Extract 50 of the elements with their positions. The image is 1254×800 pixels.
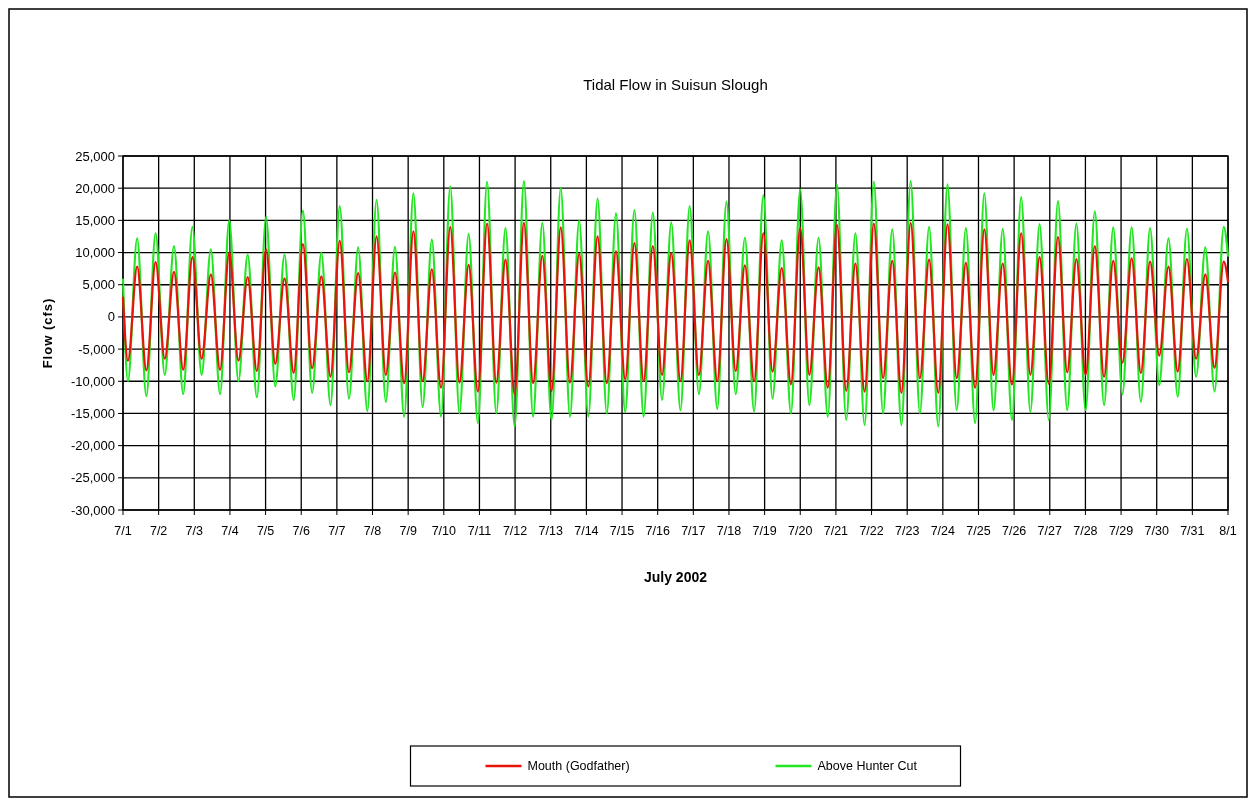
x-tick-label: 7/22 (859, 524, 884, 538)
x-tick-label: 7/5 (256, 524, 275, 538)
x-tick-label: 8/1 (1219, 524, 1237, 538)
x-tick-label: 7/23 (895, 524, 920, 538)
x-tick-label: 7/3 (185, 524, 204, 538)
y-tick-label: 5,000 (82, 277, 115, 293)
y-tick-label: -20,000 (70, 438, 115, 454)
x-tick-label: 7/17 (681, 524, 706, 538)
y-tick-label: -5,000 (78, 341, 115, 357)
x-tick-label: 7/24 (930, 524, 956, 538)
x-tick-label: 7/28 (1073, 524, 1098, 538)
y-tick-label: 20,000 (75, 180, 115, 196)
x-tick-label: 7/10 (431, 524, 457, 538)
x-tick-label: 7/31 (1180, 524, 1205, 538)
x-tick-label: 7/11 (467, 524, 492, 538)
x-tick-label: 7/30 (1144, 524, 1169, 538)
x-tick-label: 7/1 (114, 524, 132, 538)
y-tick-label: 0 (107, 309, 115, 325)
x-tick-label: 7/29 (1108, 524, 1134, 538)
x-tick-label: 7/15 (609, 524, 635, 538)
x-tick-label: 7/20 (788, 524, 813, 538)
y-tick-label: 25,000 (75, 148, 115, 164)
x-tick-label: 7/12 (502, 524, 528, 538)
x-tick-label: 7/26 (1001, 524, 1027, 538)
y-tick-label: -25,000 (70, 470, 115, 486)
x-tick-label: 7/9 (399, 524, 417, 538)
x-tick-label: 7/6 (292, 524, 310, 538)
x-tick-label: 7/14 (574, 524, 599, 538)
x-tick-label: 7/16 (645, 524, 670, 538)
chart-title: Tidal Flow in Suisun Slough (583, 76, 768, 93)
x-tick-label: 7/8 (363, 524, 382, 538)
x-axis-title: July 2002 (643, 569, 708, 585)
x-tick-label: 7/19 (752, 524, 777, 538)
y-tick-label: -30,000 (70, 502, 115, 518)
x-tick-label: 7/27 (1037, 524, 1062, 538)
y-tick-label: -10,000 (70, 373, 115, 389)
x-tick-label: 7/25 (966, 524, 991, 538)
y-tick-label: -15,000 (70, 406, 115, 421)
x-tick-label: 7/2 (149, 524, 168, 538)
y-tick-label: 10,000 (75, 245, 115, 261)
y-tick-label: 15,000 (75, 212, 115, 228)
x-tick-label: 7/13 (538, 524, 563, 538)
legend-label: Above Hunter Cut (817, 759, 918, 774)
x-tick-label: 7/7 (328, 524, 346, 538)
x-tick-label: 7/21 (823, 524, 849, 538)
legend-label: Mouth (Godfather) (527, 759, 630, 774)
line-series (121, 221, 1230, 396)
x-tick-label: 7/4 (221, 524, 239, 538)
x-tick-label: 7/18 (716, 524, 742, 538)
y-axis-title: Flow (cfs) (40, 297, 55, 369)
